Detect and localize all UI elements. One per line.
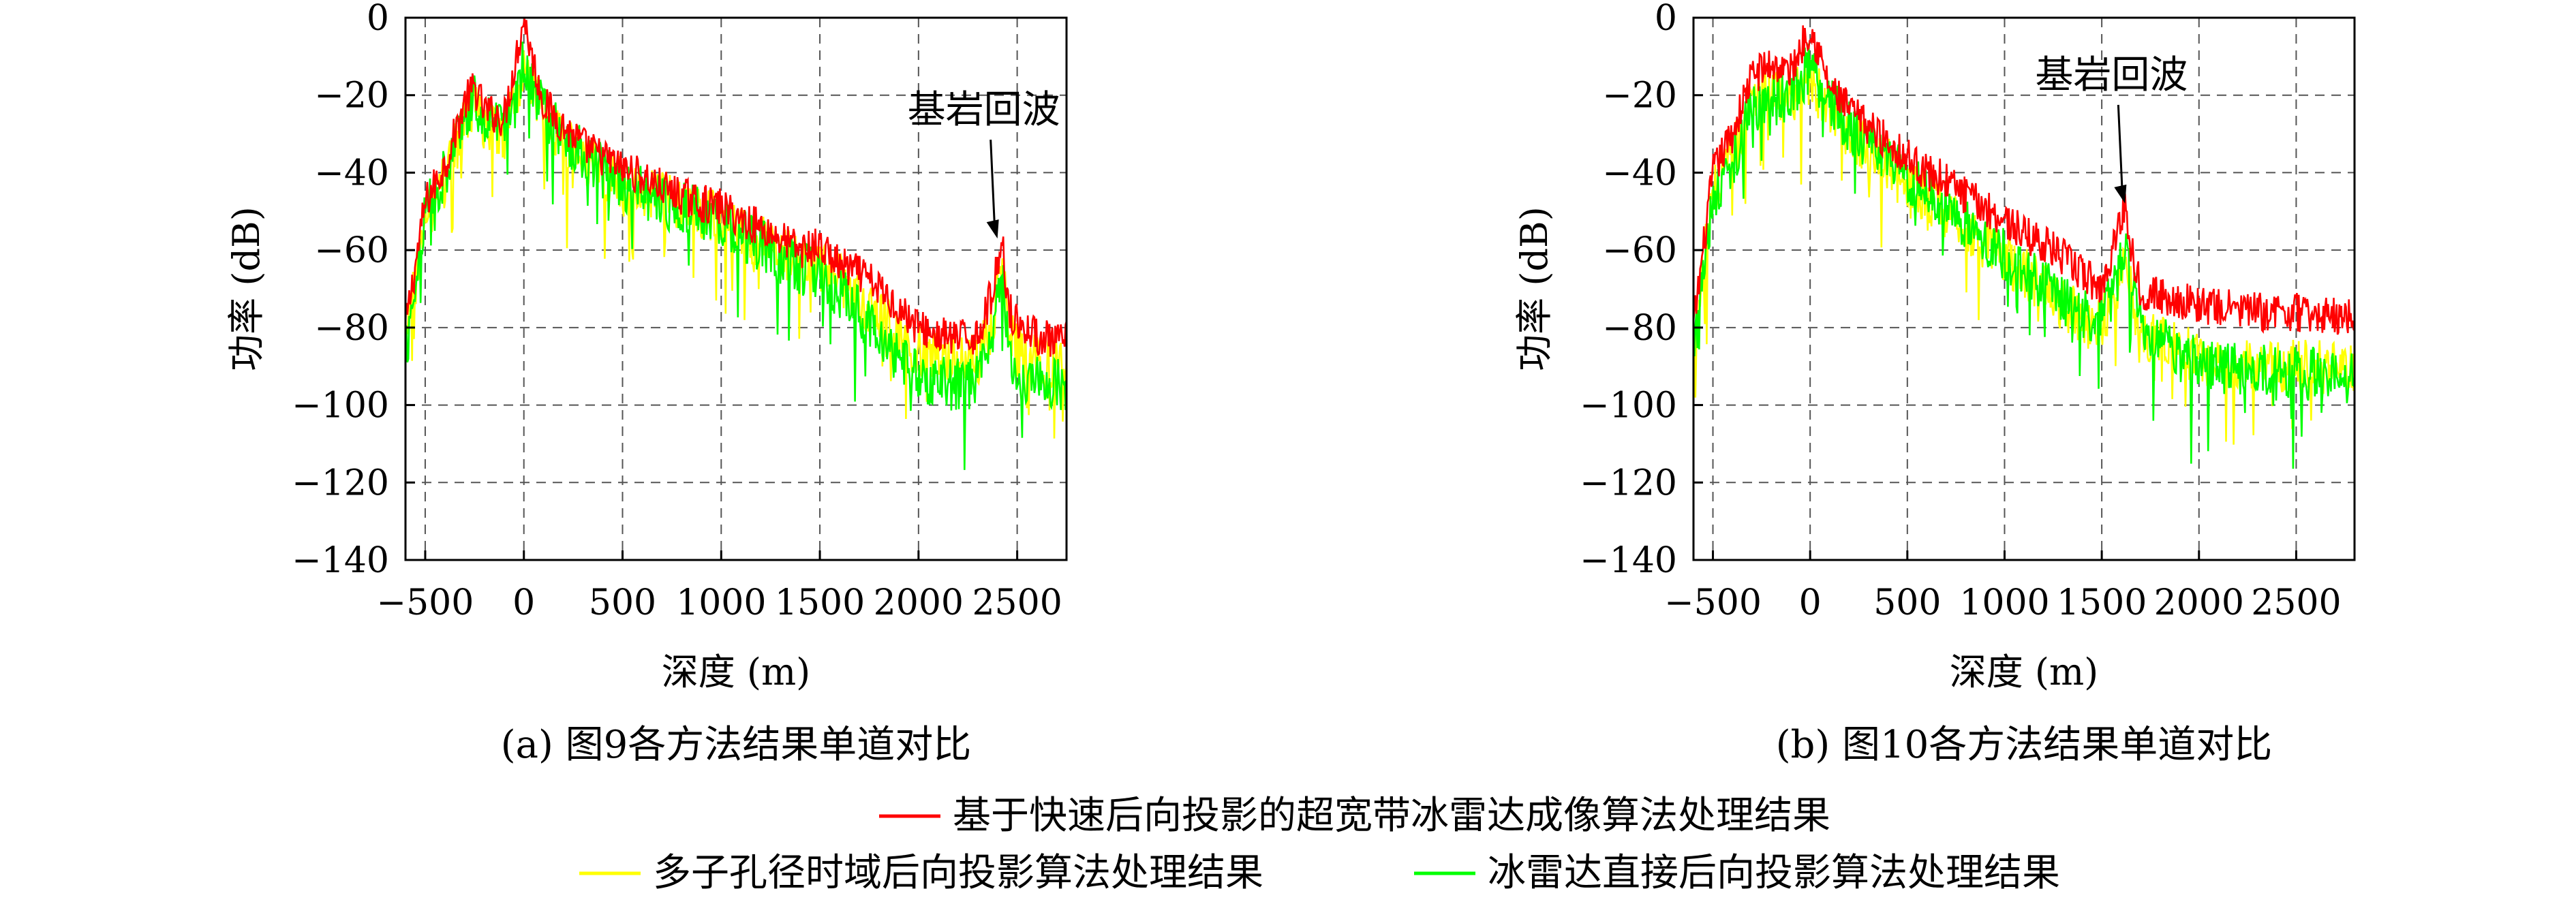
y-tick-label: 0 xyxy=(1655,0,1677,39)
legend-label-yellow: 多子孔径时域后向投影算法处理结果 xyxy=(653,851,1263,895)
y-tick-label: −40 xyxy=(1602,153,1677,193)
x-tick-label: 0 xyxy=(512,582,535,623)
caption-a: (a) 图9各方法结果单道对比 xyxy=(501,723,972,767)
series-line xyxy=(404,42,1068,470)
x-axis-label-a: 深度 (m) xyxy=(662,651,811,693)
caption-b: (b) 图10各方法结果单道对比 xyxy=(1776,723,2273,767)
x-tick-label: 2000 xyxy=(874,582,964,623)
legend-label-green: 冰雷达直接后向投影算法处理结果 xyxy=(1488,851,2060,895)
y-tick-label: −140 xyxy=(1580,540,1677,581)
ticks-a: −500 0 500 1000 1500 2000 2500 0 −20 −40 −60 −80 −10… xyxy=(292,0,1062,623)
annotation-label: 基岩回波 xyxy=(2035,53,2188,97)
x-axis-label-b: 深度 (m) xyxy=(1950,651,2099,693)
x-tick-label: 1000 xyxy=(1959,582,2049,623)
ticks-b: −500 0 500 1000 1500 2000 2500 0 −20 −40 −60 −80 −10… xyxy=(1580,0,2341,623)
y-axis-label-b: 功率 (dB) xyxy=(1513,206,1556,371)
y-axis-label-a: 功率 (dB) xyxy=(225,206,268,371)
chart-panel-a: −500 0 500 1000 1500 2000 2500 0 −20 −40 −60 −80 −10… xyxy=(225,0,1068,767)
y-tick-label: −20 xyxy=(314,76,389,116)
y-tick-label: −80 xyxy=(314,308,389,349)
x-tick-label: −500 xyxy=(1664,582,1762,623)
annotation-arrow xyxy=(2117,104,2123,194)
y-tick-label: −100 xyxy=(292,386,389,426)
y-tick-label: −120 xyxy=(292,463,389,503)
y-tick-label: −80 xyxy=(1602,308,1677,349)
x-tick-label: 0 xyxy=(1799,582,1822,623)
annotation-b: 基岩回波 xyxy=(2035,53,2188,204)
x-tick-label: 2000 xyxy=(2154,582,2244,623)
y-tick-label: −100 xyxy=(1580,386,1677,426)
series-group-b xyxy=(1692,25,2356,469)
chart-panel-b: −500 0 500 1000 1500 2000 2500 0 −20 −40 −60 −80 −10… xyxy=(1513,0,2356,767)
x-tick-label: −500 xyxy=(377,582,474,623)
x-tick-label: 1500 xyxy=(775,582,865,623)
legend: 基于快速后向投影的超宽带冰雷达成像算法处理结果 多子孔径时域后向投影算法处理结果… xyxy=(579,794,2060,895)
x-tick-label: 1500 xyxy=(2057,582,2147,623)
y-tick-label: 0 xyxy=(367,0,389,39)
annotation-arrowhead xyxy=(2114,184,2127,204)
gridlines-a xyxy=(405,17,1067,561)
annotation-a: 基岩回波 xyxy=(908,88,1060,239)
y-tick-label: −60 xyxy=(314,230,389,271)
y-tick-label: −20 xyxy=(1602,76,1677,116)
series-line xyxy=(1692,25,2356,335)
x-tick-label: 1000 xyxy=(676,582,766,623)
series-line xyxy=(1692,43,2356,469)
annotation-arrow xyxy=(990,140,996,230)
annotation-arrowhead xyxy=(986,219,999,239)
y-tick-label: −140 xyxy=(292,540,389,581)
x-tick-label: 500 xyxy=(589,582,656,623)
series-group-a xyxy=(404,18,1068,470)
plot-frame-a xyxy=(404,16,1068,561)
plot-frame-b xyxy=(1692,16,2356,561)
series-line xyxy=(404,18,1068,357)
x-tick-label: 2500 xyxy=(972,582,1062,623)
y-tick-label: −120 xyxy=(1580,463,1677,503)
x-tick-label: 500 xyxy=(1873,582,1941,623)
annotation-label: 基岩回波 xyxy=(908,88,1060,132)
y-tick-label: −60 xyxy=(1602,230,1677,271)
x-tick-label: 2500 xyxy=(2251,582,2341,623)
y-tick-label: −40 xyxy=(314,153,389,193)
legend-label-red: 基于快速后向投影的超宽带冰雷达成像算法处理结果 xyxy=(953,794,1830,838)
